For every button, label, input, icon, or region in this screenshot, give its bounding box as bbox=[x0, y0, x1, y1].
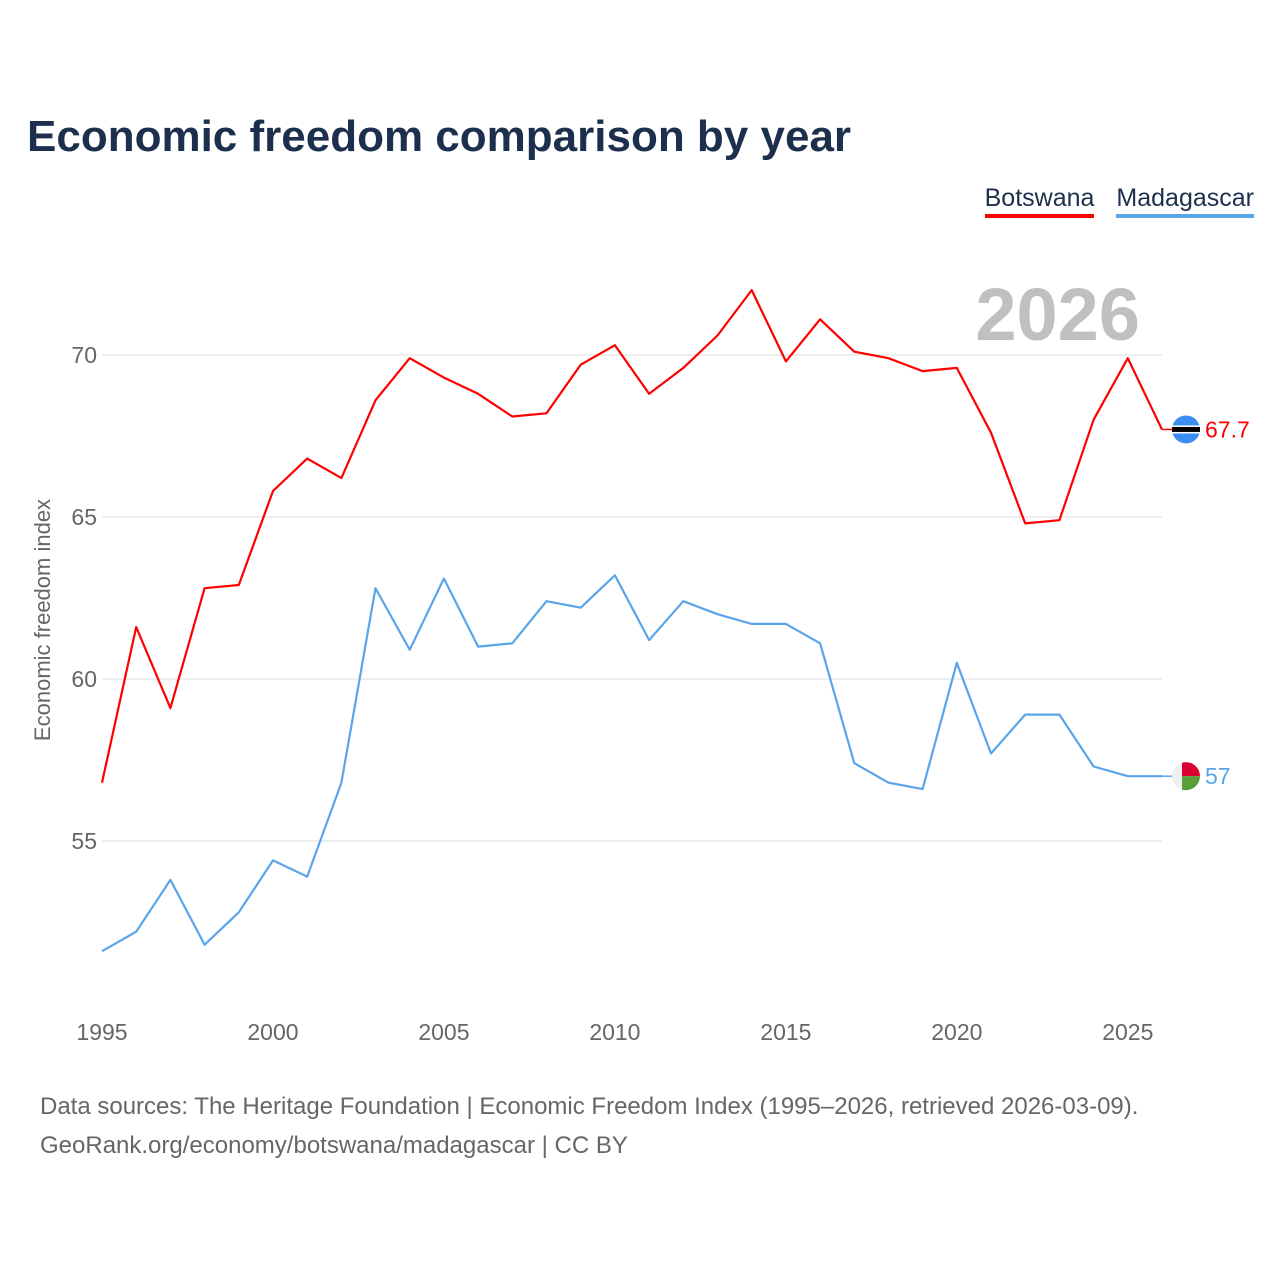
year-watermark: 2026 bbox=[975, 273, 1140, 356]
series-line-botswana bbox=[100, 289, 1163, 783]
flag-icon-botswana bbox=[1172, 415, 1200, 444]
flag-red bbox=[1182, 762, 1200, 777]
y-axis-label: Economic freedom index bbox=[30, 499, 55, 741]
legend-madagascar[interactable]: Madagascar bbox=[1116, 184, 1254, 218]
x-tick-label: 2015 bbox=[760, 1019, 811, 1045]
x-tick-label: 2010 bbox=[589, 1019, 640, 1045]
x-tick-label: 2025 bbox=[1102, 1019, 1153, 1045]
x-tick-label: 2020 bbox=[931, 1019, 982, 1045]
legend: Botswana Madagascar bbox=[984, 184, 1254, 218]
x-tick-label: 2005 bbox=[418, 1019, 469, 1045]
footer: Data sources: The Heritage Foundation | … bbox=[40, 1087, 1138, 1165]
y-tick-label: 55 bbox=[71, 828, 97, 854]
data-source: Data sources: The Heritage Foundation | … bbox=[40, 1093, 1139, 1120]
source-link[interactable]: GeoRank.org/economy/botswana/madagascar … bbox=[40, 1132, 628, 1159]
y-tick-label: 70 bbox=[71, 342, 97, 368]
legend-botswana[interactable]: Botswana bbox=[984, 184, 1095, 218]
end-value-label: 67.7 bbox=[1205, 416, 1250, 442]
series-line-madagascar bbox=[101, 574, 1162, 953]
flag-green bbox=[1182, 776, 1200, 791]
y-tick-label: 60 bbox=[71, 666, 97, 692]
chart-title: Economic freedom comparison by year bbox=[27, 112, 852, 161]
end-value-label: 57 bbox=[1205, 763, 1231, 789]
x-tick-label: 1995 bbox=[76, 1019, 127, 1045]
y-tick-label: 65 bbox=[71, 504, 97, 530]
x-tick-label: 2000 bbox=[247, 1019, 298, 1045]
flag-icon-madagascar bbox=[1172, 762, 1200, 791]
flag-stripe bbox=[1172, 426, 1200, 432]
